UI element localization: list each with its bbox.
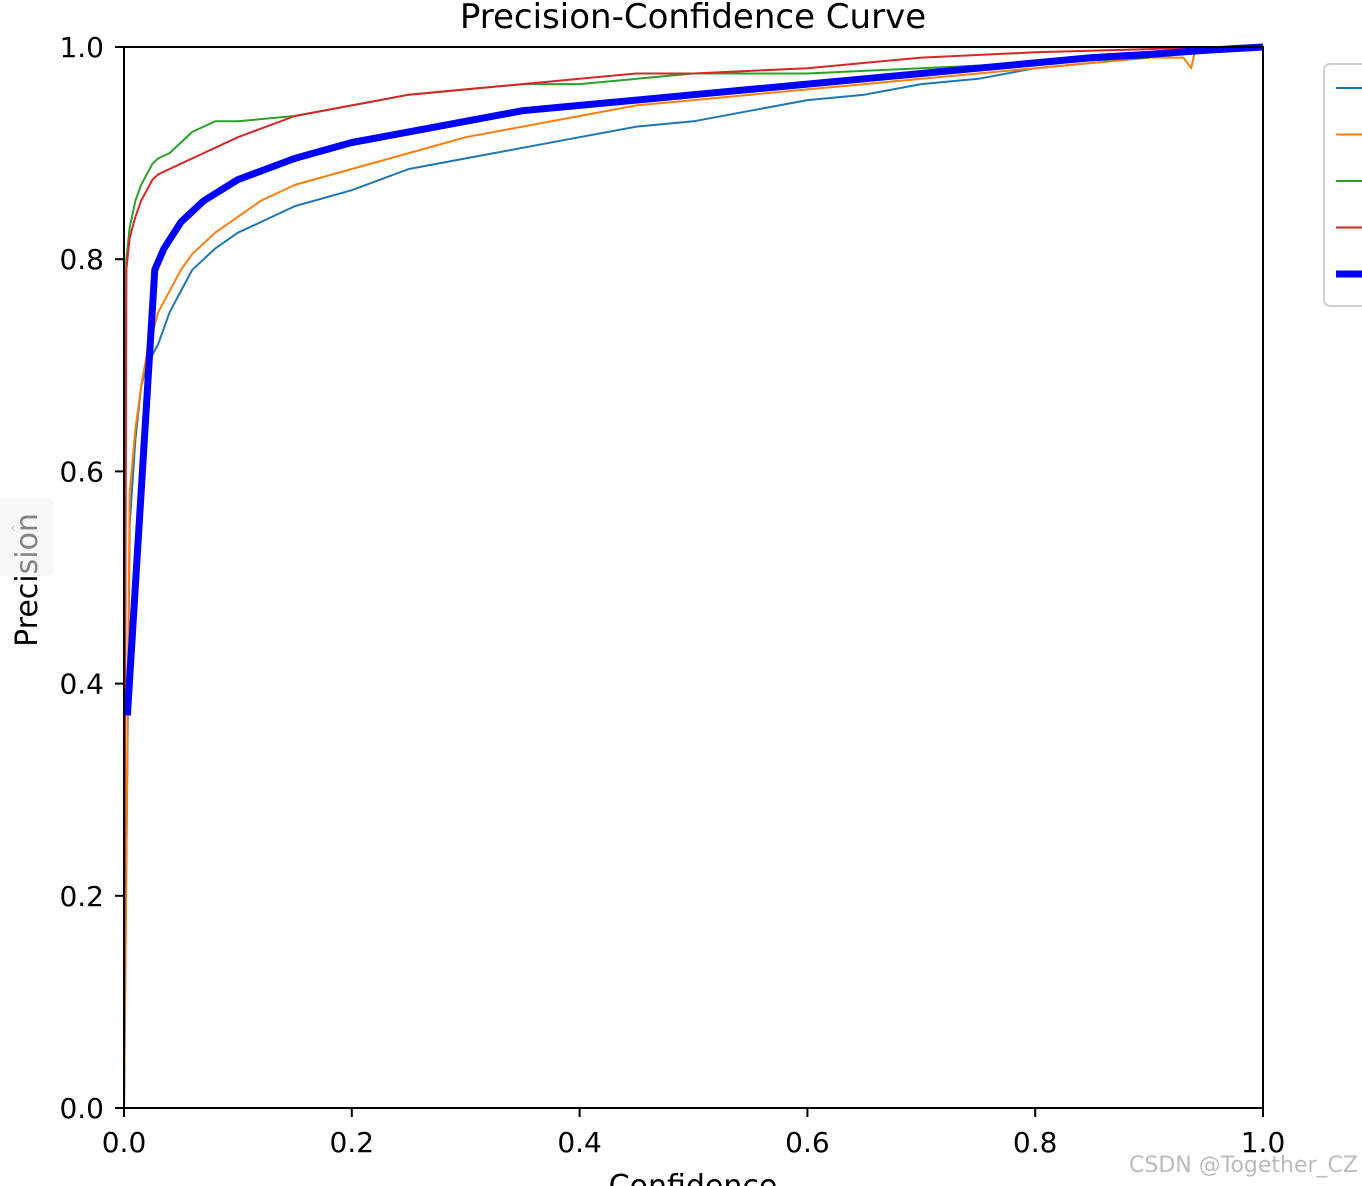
legend-frame xyxy=(1323,63,1362,307)
chevron-left-icon[interactable]: ‹ xyxy=(10,521,16,536)
x-axis-label: Confidence xyxy=(609,1169,778,1186)
y-tick-label: 0.0 xyxy=(59,1092,104,1125)
series-line-4 xyxy=(123,46,1263,1109)
x-tick-label: 0.4 xyxy=(557,1126,602,1159)
series-layer xyxy=(123,43,1264,1109)
legend-entries xyxy=(1336,87,1362,278)
plot-frame xyxy=(123,46,1264,1109)
x-tick-label: 0.0 xyxy=(102,1126,147,1159)
y-tick-label: 0.8 xyxy=(59,243,104,276)
watermark: CSDN @Together_CZ xyxy=(1129,1153,1358,1178)
side-collapse-tab[interactable] xyxy=(0,498,54,576)
y-tick-label: 1.0 xyxy=(59,31,104,64)
x-tick-label: 0.8 xyxy=(1013,1126,1058,1159)
series-line-2 xyxy=(123,46,1263,1109)
series-line-5 xyxy=(123,43,1264,716)
ticks-layer: 0.0 0.2 0.4 0.6 0.8 1.0 0.0 0.2 0.4 0.6 0.8 1.0 xyxy=(59,31,1285,1159)
x-tick-label: 1.0 xyxy=(1241,1126,1286,1159)
x-tick-label: 0.2 xyxy=(330,1126,375,1159)
series-line-3 xyxy=(123,56,1150,1109)
y-tick-label: 0.2 xyxy=(59,880,104,913)
y-tick-label: 0.4 xyxy=(59,668,104,701)
legend xyxy=(1323,63,1362,307)
x-tick-label: 0.6 xyxy=(785,1126,830,1159)
y-tick-label: 0.6 xyxy=(59,455,104,488)
chart-title: Precision-Confidence Curve xyxy=(460,0,926,37)
